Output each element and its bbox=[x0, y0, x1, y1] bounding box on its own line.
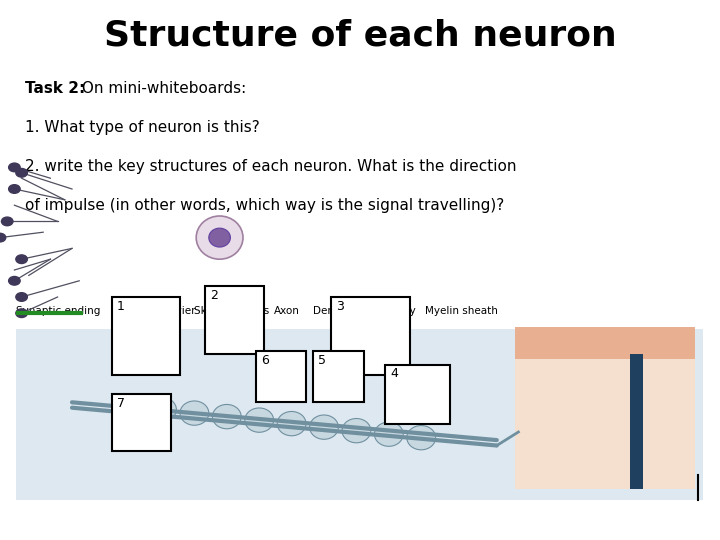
Text: 4: 4 bbox=[390, 367, 398, 380]
Circle shape bbox=[16, 309, 27, 318]
Bar bbox=[630, 354, 643, 489]
Circle shape bbox=[16, 293, 27, 301]
Ellipse shape bbox=[115, 394, 144, 418]
Circle shape bbox=[9, 163, 20, 172]
Ellipse shape bbox=[310, 415, 338, 440]
Text: 3: 3 bbox=[336, 300, 344, 313]
Text: Task 2:: Task 2: bbox=[25, 81, 86, 96]
Text: 1. What type of neuron is this?: 1. What type of neuron is this? bbox=[25, 120, 260, 135]
Text: 7: 7 bbox=[117, 397, 125, 410]
Ellipse shape bbox=[196, 216, 243, 259]
Text: Synaptic ending: Synaptic ending bbox=[16, 306, 100, 316]
Bar bbox=[256, 351, 306, 402]
Ellipse shape bbox=[209, 228, 230, 247]
Text: Structure of each neuron: Structure of each neuron bbox=[104, 19, 616, 53]
Text: 2: 2 bbox=[210, 289, 218, 302]
Ellipse shape bbox=[180, 401, 209, 426]
Circle shape bbox=[16, 168, 27, 177]
Text: Node of Ranvier: Node of Ranvier bbox=[112, 306, 195, 316]
Text: On mini-whiteboards:: On mini-whiteboards: bbox=[77, 81, 246, 96]
Text: Myelin sheath: Myelin sheath bbox=[425, 306, 498, 316]
Circle shape bbox=[16, 255, 27, 264]
Ellipse shape bbox=[148, 397, 176, 422]
Bar bbox=[112, 394, 171, 451]
Ellipse shape bbox=[212, 404, 241, 429]
Ellipse shape bbox=[277, 411, 306, 436]
Bar bbox=[515, 329, 695, 489]
Ellipse shape bbox=[245, 408, 274, 432]
Circle shape bbox=[1, 217, 13, 226]
Circle shape bbox=[9, 185, 20, 193]
Bar bbox=[515, 327, 695, 359]
Text: Axon: Axon bbox=[274, 306, 300, 316]
Bar bbox=[16, 329, 703, 500]
Text: 5: 5 bbox=[318, 354, 326, 367]
Text: 2. write the key structures of each neuron. What is the direction: 2. write the key structures of each neur… bbox=[25, 159, 517, 174]
Bar bbox=[313, 351, 364, 402]
Text: of impulse (in other words, which way is the signal travelling)?: of impulse (in other words, which way is… bbox=[25, 198, 505, 213]
Bar bbox=[385, 364, 450, 424]
Circle shape bbox=[0, 233, 6, 242]
Bar bbox=[331, 297, 410, 375]
Ellipse shape bbox=[342, 418, 371, 443]
Text: Cell body: Cell body bbox=[367, 306, 416, 316]
Text: Skin receptors: Skin receptors bbox=[194, 306, 270, 316]
Text: 1: 1 bbox=[117, 300, 125, 313]
Ellipse shape bbox=[374, 422, 403, 446]
Text: 6: 6 bbox=[261, 354, 269, 367]
Text: Dendrite: Dendrite bbox=[313, 306, 359, 316]
Bar bbox=[205, 286, 264, 354]
Circle shape bbox=[9, 276, 20, 285]
Bar bbox=[112, 297, 180, 375]
Ellipse shape bbox=[407, 426, 436, 450]
